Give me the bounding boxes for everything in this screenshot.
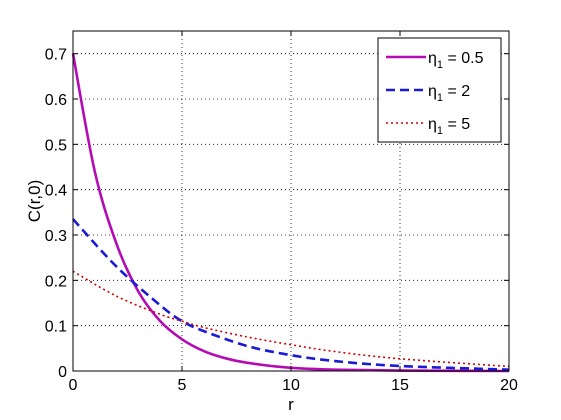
y-tick-label: 0.5: [45, 137, 67, 154]
legend-label-2: η1 = 2: [428, 83, 470, 104]
series-group: [71, 53, 510, 373]
x-axis-label: r: [288, 395, 294, 414]
axis-ticks: 0 5 10 15 20 0 0.1 0.2 0.3 0.4 0.5 0.6 0.7: [45, 31, 518, 394]
y-tick-label: 0.6: [45, 92, 67, 109]
series-line-2: [72, 218, 510, 371]
legend: η1 = 0.5 η1 = 2 η1 = 5: [377, 37, 502, 143]
x-tick-label: 5: [178, 377, 187, 394]
series-line-3: [72, 270, 510, 368]
legend-label-1: η1 = 0.5: [428, 50, 484, 71]
y-tick-label: 0.3: [45, 228, 67, 245]
y-tick-label: 0.2: [45, 273, 67, 290]
y-axis-label: C(r,0): [25, 180, 44, 223]
legend-box: [377, 37, 502, 143]
y-tick-label: 0: [58, 364, 67, 381]
y-tick-label: 0.1: [45, 319, 67, 336]
x-tick-label: 10: [282, 377, 300, 394]
legend-label-3: η1 = 5: [428, 116, 470, 137]
y-tick-label: 0.4: [45, 183, 67, 200]
x-tick-label: 15: [391, 377, 409, 394]
x-tick-label: 0: [69, 377, 78, 394]
y-tick-label: 0.7: [45, 47, 67, 64]
x-tick-label: 20: [500, 377, 518, 394]
series-line-1: [71, 53, 510, 373]
